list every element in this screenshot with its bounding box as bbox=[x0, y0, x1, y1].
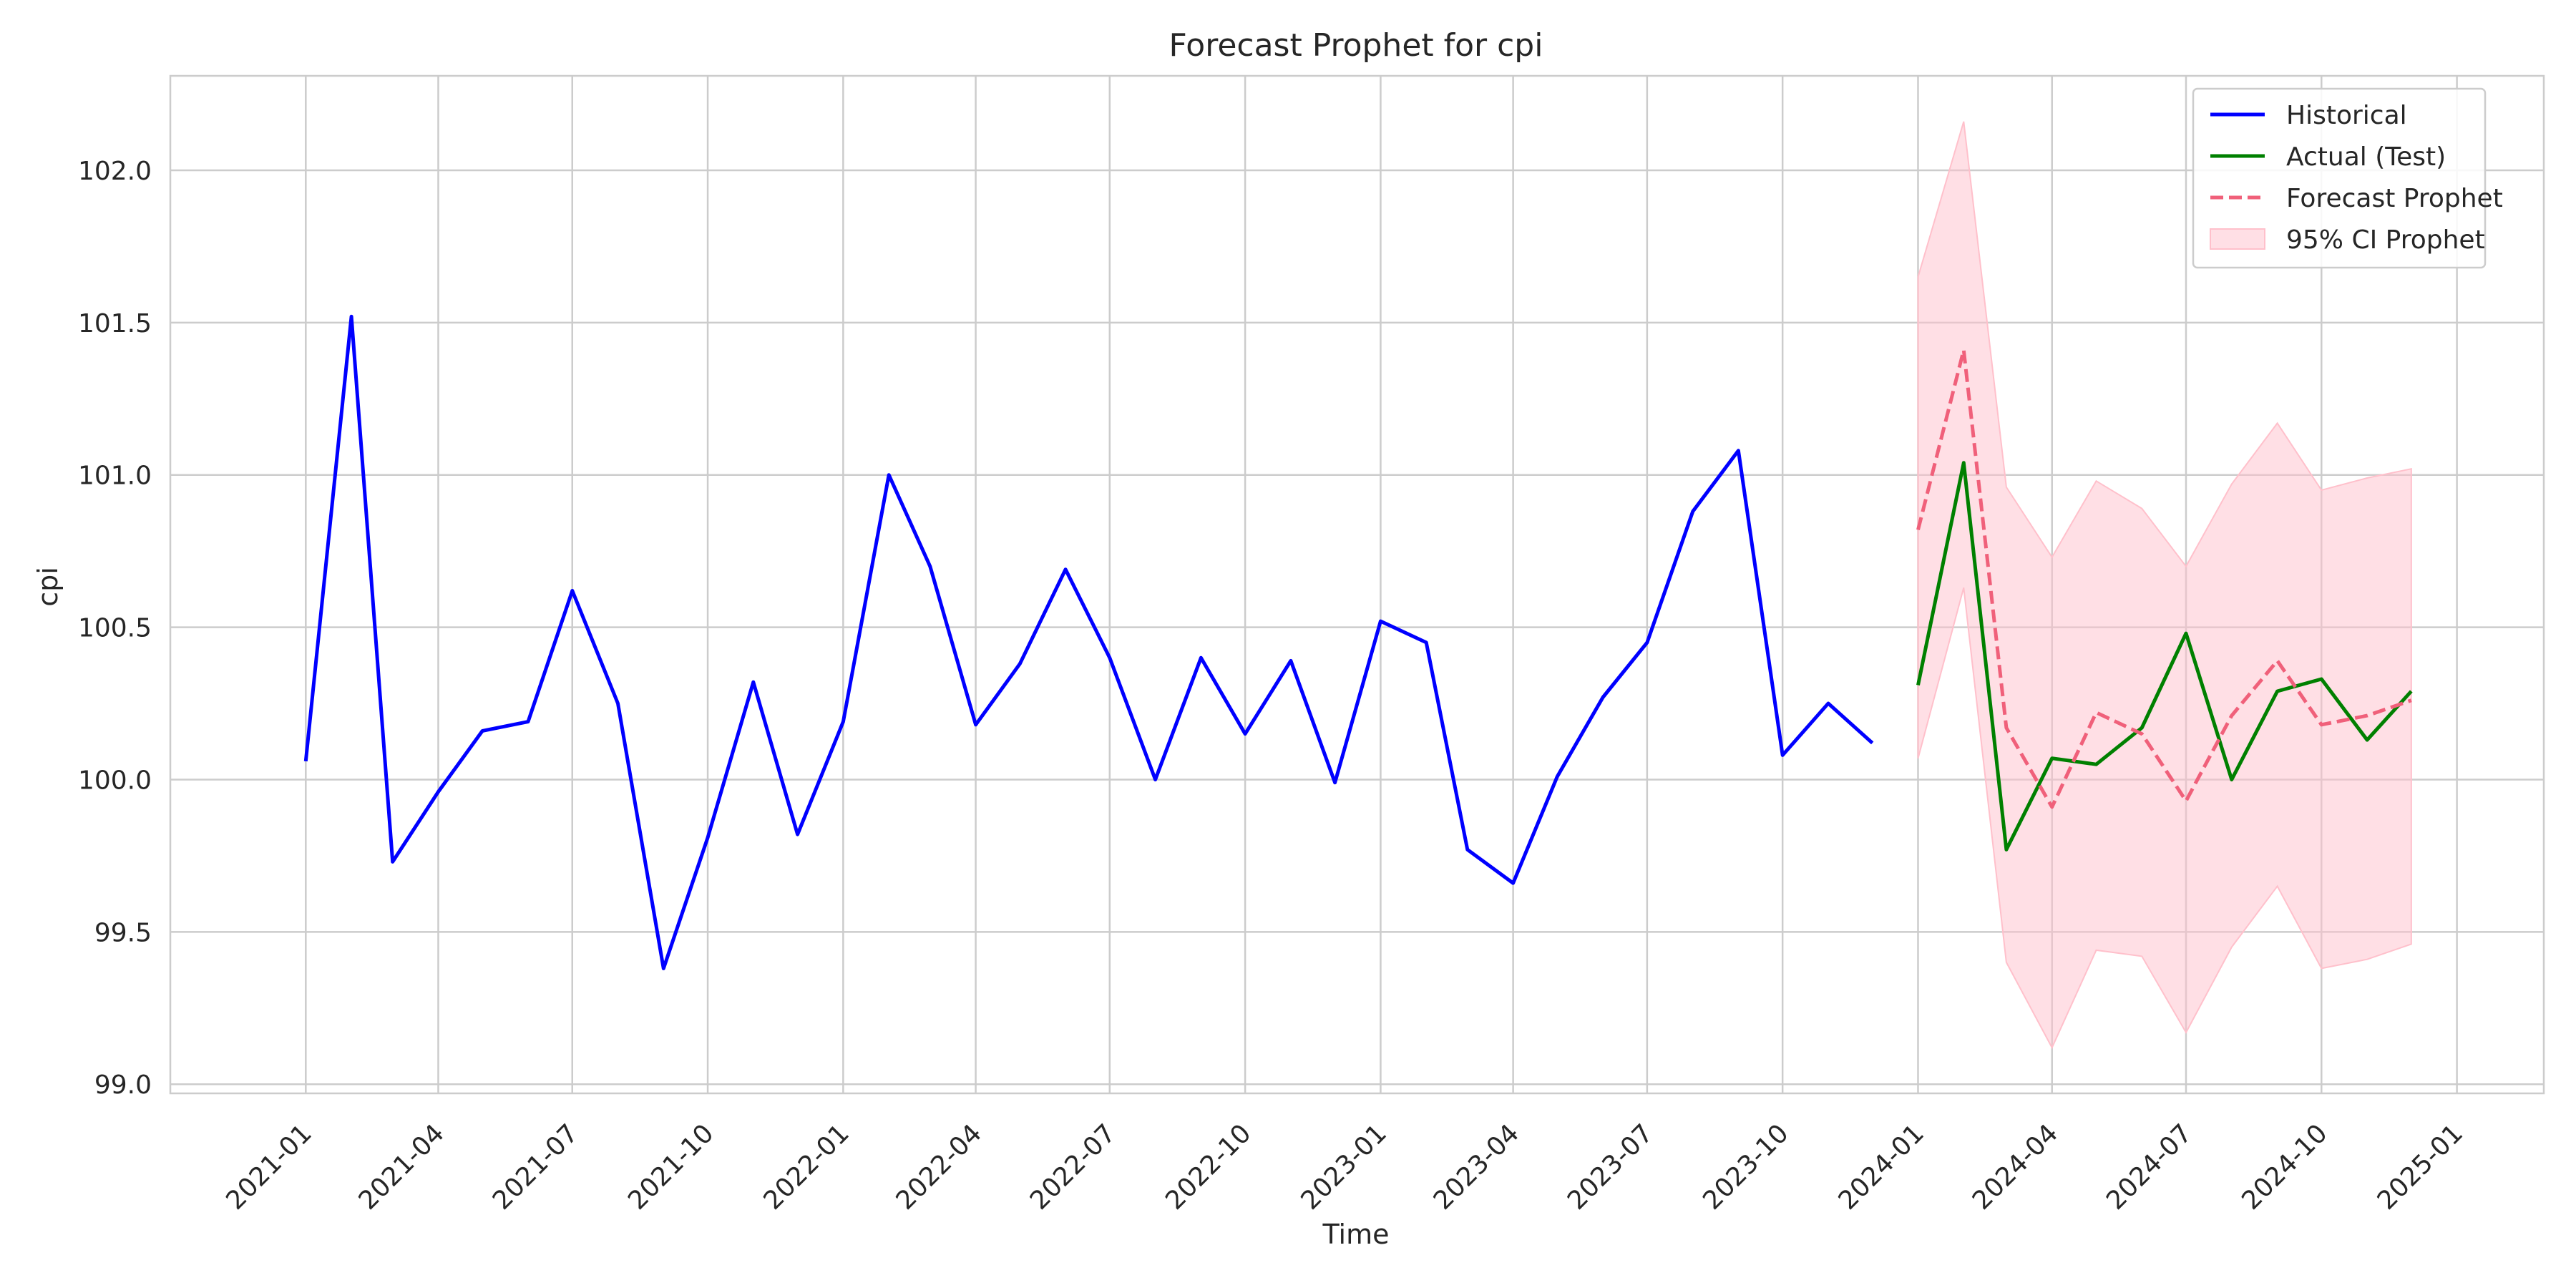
y-tick-label: 100.0 bbox=[78, 766, 152, 795]
y-axis-label: cpi bbox=[32, 567, 64, 607]
series-line-actual-test bbox=[1916, 461, 2413, 852]
series-line-forecast-prophet bbox=[1916, 348, 2412, 809]
y-tick-label: 99.0 bbox=[94, 1070, 152, 1100]
legend-label: Historical bbox=[2286, 101, 2407, 130]
y-axis-ticks: 99.0 99.5 100.0 100.5 101.0 101.5 102.0 bbox=[78, 157, 152, 1100]
y-tick-label: 100.5 bbox=[78, 614, 152, 643]
y-tick-label: 101.5 bbox=[78, 309, 152, 338]
legend-label: Actual (Test) bbox=[2286, 142, 2446, 172]
legend-swatch bbox=[2210, 228, 2265, 250]
legend-label: Forecast Prophet bbox=[2286, 184, 2503, 213]
x-axis-label: Time bbox=[1322, 1219, 1390, 1250]
legend: Historical Actual (Test) Forecast Prophet 9… bbox=[2192, 87, 2503, 269]
ci-band-95 bbox=[1917, 121, 2412, 1050]
plot-area-frame bbox=[169, 74, 2545, 1095]
series-line-historical bbox=[303, 314, 1874, 970]
series-lines bbox=[303, 314, 2413, 970]
legend-label: 95% CI Prophet bbox=[2286, 225, 2485, 255]
y-tick-label: 101.0 bbox=[78, 462, 152, 491]
confidence-band bbox=[1917, 121, 2412, 1050]
chart-title: Forecast Prophet for cpi bbox=[1169, 27, 1543, 64]
legend-box bbox=[2192, 87, 2487, 269]
y-tick-label: 99.5 bbox=[94, 918, 152, 947]
y-tick-label: 102.0 bbox=[78, 157, 152, 186]
